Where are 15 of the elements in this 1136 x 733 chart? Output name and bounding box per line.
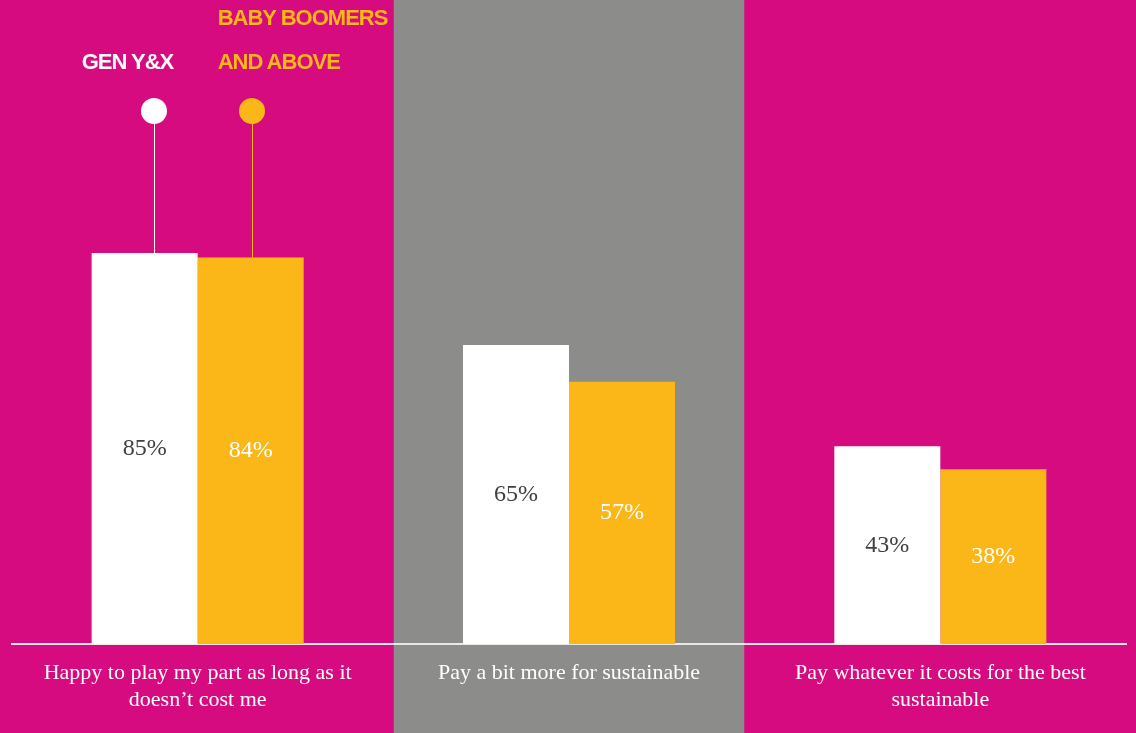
data-label: 57% bbox=[600, 498, 645, 525]
x-tick-label: Pay a bit more for sustainable bbox=[437, 659, 701, 685]
bar bbox=[569, 381, 676, 645]
text: GEN Y&X bbox=[81, 48, 174, 76]
data-label: 38% bbox=[971, 542, 1016, 569]
bar bbox=[940, 469, 1047, 645]
bar bbox=[834, 446, 941, 645]
data-label: 43% bbox=[865, 530, 910, 557]
x-tick-label: Happy to play my part as long as it doesn’t cost me bbox=[43, 659, 352, 711]
data-label: 65% bbox=[493, 479, 538, 506]
data-label: 84% bbox=[228, 436, 273, 463]
bar bbox=[462, 345, 569, 645]
text: BABY BOOMERS AND ABOVE bbox=[217, 4, 388, 76]
x-tick-label: Pay whatever it costs for the best sustainable bbox=[794, 659, 1086, 711]
data-label: 85% bbox=[122, 433, 167, 460]
